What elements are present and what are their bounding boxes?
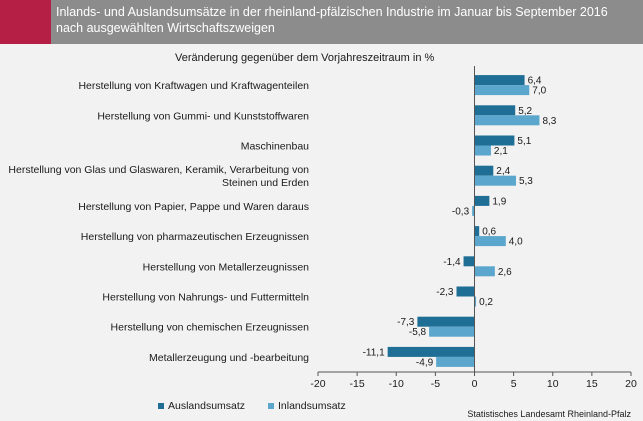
bar-inlandsumsatz: [474, 145, 491, 156]
legend-item-inlandsumsatz: Inlandsumsatz: [268, 400, 346, 412]
bar-auslandsumsatz: [474, 105, 516, 116]
category-label: Herstellung von Papier, Pappe und Waren …: [78, 201, 309, 213]
data-label-inlandsumsatz: 0,2: [479, 297, 493, 308]
category-label-line: Herstellung von Metallerzeugnissen: [143, 261, 309, 273]
data-label-inlandsumsatz: 4,0: [509, 237, 523, 248]
category-label: Herstellung von Nahrungs- und Futtermitt…: [102, 292, 309, 304]
data-label-inlandsumsatz: 2,6: [498, 267, 512, 278]
category-label-line: Herstellung von Nahrungs- und Futtermitt…: [102, 292, 309, 304]
data-label-inlandsumsatz: 8,3: [542, 116, 556, 127]
category-label-line: Herstellung von chemischen Erzeugnissen: [111, 322, 310, 334]
data-label-auslandsumsatz: 0,6: [482, 227, 496, 238]
bar-inlandsumsatz: [429, 326, 475, 337]
source-note: Statistisches Landesamt Rheinland-Pfalz: [467, 409, 631, 419]
category-label: Herstellung von Gummi- und Kunststoffwar…: [97, 110, 309, 122]
data-label-auslandsumsatz: -7,3: [397, 317, 415, 328]
category-label: Maschinenbau: [241, 141, 309, 153]
bar-inlandsumsatz: [474, 175, 516, 186]
data-label-auslandsumsatz: -11,1: [363, 347, 385, 358]
category-label: Herstellung von chemischen Erzeugnissen: [111, 322, 310, 334]
category-label-line: Herstellung von Glas und Glaswaren, Kera…: [8, 164, 309, 176]
bar-inlandsumsatz: [472, 205, 475, 216]
chart-subtitle: Veränderung gegenüber dem Vorjahreszeitr…: [175, 52, 435, 64]
x-tick-label: -5: [431, 378, 440, 390]
data-label-auslandsumsatz: -2,3: [436, 287, 454, 298]
legend-swatch-inlandsumsatz: [268, 403, 274, 409]
data-label-auslandsumsatz: 5,1: [517, 136, 531, 147]
legend-label-inlandsumsatz: Inlandsumsatz: [278, 400, 346, 412]
data-label-inlandsumsatz: 2,1: [494, 146, 508, 157]
category-label-line: Herstellung von Kraftwagen und Kraftwage…: [78, 80, 309, 92]
x-tick-label: 10: [547, 378, 559, 390]
bar-auslandsumsatz: [474, 195, 490, 206]
chart-title-line-2: nach ausgewählten Wirtschaftszweigen: [56, 21, 275, 35]
category-label-line: Maschinenbau: [241, 141, 309, 153]
bar-inlandsumsatz: [474, 85, 530, 96]
x-tick-label: 15: [586, 378, 598, 390]
category-label-line: Herstellung von Gummi- und Kunststoffwar…: [97, 110, 309, 122]
data-label-auslandsumsatz: -1,4: [443, 257, 461, 268]
x-tick-label: -10: [389, 378, 404, 390]
bar-auslandsumsatz: [474, 226, 480, 237]
category-label: Herstellung von Kraftwagen und Kraftwage…: [78, 80, 309, 92]
data-label-inlandsumsatz: -0,3: [452, 206, 470, 217]
bar-inlandsumsatz: [474, 115, 540, 126]
bar-auslandsumsatz: [456, 286, 475, 297]
data-label-auslandsumsatz: 1,9: [492, 196, 506, 207]
data-label-auslandsumsatz: 2,4: [496, 166, 510, 177]
bar-inlandsumsatz: [474, 266, 495, 277]
category-label: Metallerzeugung und -bearbeitung: [149, 352, 309, 364]
category-label: Herstellung von pharmazeutischen Erzeugn…: [81, 231, 309, 243]
legend-label-auslandsumsatz: Auslandsumsatz: [168, 400, 246, 412]
data-label-inlandsumsatz: -5,8: [409, 327, 427, 338]
category-label-line: Herstellung von pharmazeutischen Erzeugn…: [81, 231, 309, 243]
bar-inlandsumsatz: [474, 296, 477, 307]
category-label: Herstellung von Metallerzeugnissen: [143, 261, 309, 273]
x-tick-label: -15: [350, 378, 365, 390]
bar-auslandsumsatz: [474, 135, 515, 146]
legend-item-auslandsumsatz: Auslandsumsatz: [158, 400, 245, 412]
category-label-line: Steinen und Erden: [222, 177, 309, 189]
bar-inlandsumsatz: [474, 236, 506, 247]
bar-auslandsumsatz: [417, 316, 475, 327]
bar-auslandsumsatz: [474, 75, 525, 86]
bar-auslandsumsatz: [463, 256, 475, 267]
chart-title-line-1: Inlands- und Auslandsumsätze in der rhei…: [56, 5, 608, 19]
data-label-inlandsumsatz: 7,0: [532, 86, 546, 97]
bar-auslandsumsatz: [387, 346, 475, 357]
category-label: Herstellung von Glas und Glaswaren, Kera…: [8, 164, 309, 189]
x-tick-label: -20: [310, 378, 325, 390]
x-tick-label: 20: [625, 378, 637, 390]
bar-auslandsumsatz: [474, 165, 494, 176]
category-label-line: Herstellung von Papier, Pappe und Waren …: [78, 201, 309, 213]
data-label-inlandsumsatz: 5,3: [519, 176, 533, 187]
category-label-line: Metallerzeugung und -bearbeitung: [149, 352, 309, 364]
legend-swatch-auslandsumsatz: [158, 403, 164, 409]
x-tick-label: 0: [472, 378, 478, 390]
x-tick-label: 5: [511, 378, 517, 390]
title-bar: Inlands- und Auslandsumsätze in der rhei…: [0, 0, 643, 44]
data-label-auslandsumsatz: 5,2: [518, 106, 532, 117]
accent-block: [0, 0, 51, 44]
data-label-auslandsumsatz: 6,4: [528, 76, 542, 87]
data-label-inlandsumsatz: -4,9: [416, 357, 434, 368]
bar-inlandsumsatz: [436, 356, 475, 367]
chart-title: Inlands- und Auslandsumsätze in der rhei…: [56, 4, 641, 36]
